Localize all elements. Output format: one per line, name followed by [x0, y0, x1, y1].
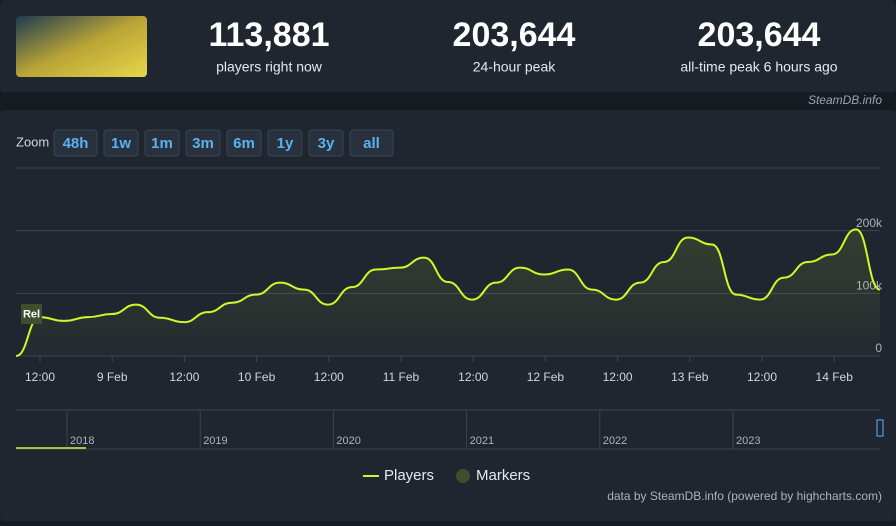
zoom-button[interactable]	[185, 129, 221, 157]
stats-panel	[0, 0, 896, 92]
x-tick-label: 12:00	[747, 370, 777, 384]
x-tick-label: 12 Feb	[527, 370, 565, 384]
x-tick-label: 12:00	[603, 370, 633, 384]
x-tick-label: 11 Feb	[383, 370, 420, 384]
legend-label[interactable]: Markers	[476, 467, 530, 484]
zoom-label: Zoom	[16, 134, 49, 149]
stat-value: 203,644	[698, 16, 821, 54]
credit: data by SteamDB.info (powered by highcha…	[607, 489, 882, 503]
zoom-button-label[interactable]: 3y	[318, 135, 335, 152]
zoom-button[interactable]	[53, 129, 98, 157]
x-tick-label: 9 Feb	[97, 370, 128, 384]
legend-label[interactable]: Players	[384, 467, 434, 484]
zoom-button-label[interactable]: 1w	[111, 135, 131, 152]
stat-value: 113,881	[208, 16, 329, 54]
release-marker[interactable]	[21, 304, 42, 324]
x-tick-label: 13 Feb	[671, 370, 709, 384]
zoom-button[interactable]	[349, 129, 394, 157]
area	[16, 229, 880, 356]
x-tick-label: 10 Feb	[238, 370, 276, 384]
x-tick-label: 12:00	[314, 370, 344, 384]
zoom-button-label[interactable]: 1y	[277, 135, 294, 152]
navigator-label: 2019	[203, 435, 227, 447]
navigator-label: 2018	[70, 435, 94, 447]
stat-label: 24-hour peak	[473, 59, 557, 75]
zoom-button-label[interactable]: 48h	[63, 135, 89, 152]
stat-value: 203,644	[453, 16, 576, 54]
x-tick-label: 12:00	[169, 370, 199, 384]
x-tick-label: 12:00	[25, 370, 55, 384]
zoom-button[interactable]	[144, 129, 180, 157]
release-marker-label: Rel	[23, 308, 40, 320]
stat-label: all-time peak 6 hours ago	[680, 59, 837, 75]
x-tick-label: 12:00	[458, 370, 488, 384]
game-thumbnail[interactable]	[16, 16, 147, 77]
zoom-button-label[interactable]: 3m	[192, 135, 214, 152]
zoom-button[interactable]	[103, 129, 139, 157]
navigator-label: 2020	[336, 435, 360, 447]
navigator-label: 2023	[736, 435, 760, 447]
navigator-label: 2021	[470, 435, 494, 447]
zoom-button-label[interactable]: all	[363, 135, 380, 152]
zoom-button[interactable]	[267, 129, 303, 157]
zoom-button-label[interactable]: 1m	[151, 135, 173, 152]
legend-symbol	[456, 469, 470, 483]
zoom-button-label[interactable]: 6m	[233, 135, 255, 152]
y-tick-label: 200k	[856, 216, 883, 230]
zoom-button[interactable]	[226, 129, 262, 157]
x-tick-label: 14 Feb	[816, 370, 854, 384]
players-line	[15, 228, 881, 357]
navigator-handle[interactable]	[876, 419, 884, 437]
zoom-button[interactable]	[308, 129, 344, 157]
navigator-label: 2022	[603, 435, 627, 447]
brand: SteamDB.info	[808, 93, 882, 107]
stat-label: players right now	[216, 59, 323, 75]
